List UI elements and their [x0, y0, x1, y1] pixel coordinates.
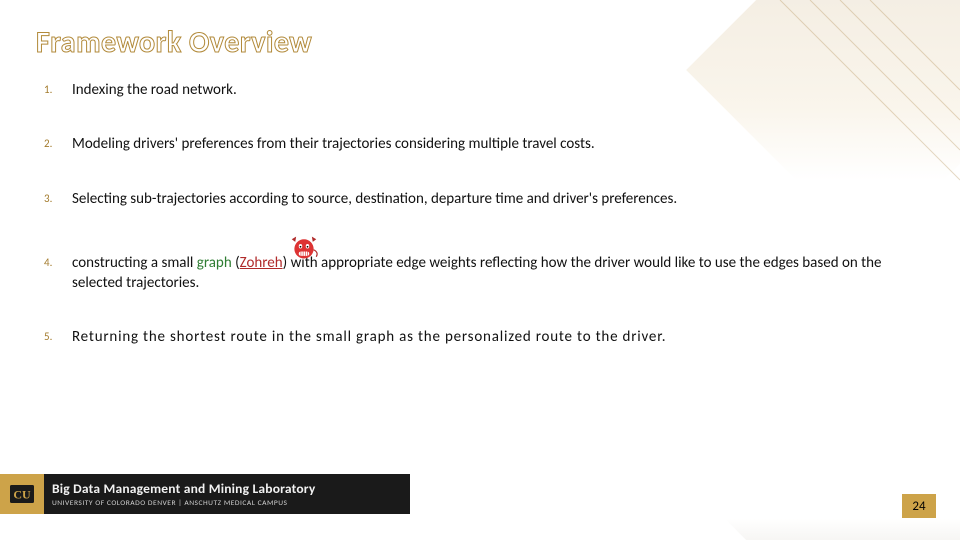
list-item: 3. Selecting sub-trajectories according …	[44, 189, 894, 209]
devil-face-icon	[290, 234, 318, 262]
svg-text:CU: CU	[13, 488, 31, 502]
keyword-zohreh: Zohreh	[240, 254, 283, 272]
footer-bar: CU Big Data Management and Mining Labora…	[0, 474, 410, 514]
list-item: 1. Indexing the road network.	[44, 80, 894, 100]
footer-text-block: Big Data Management and Mining Laborator…	[52, 480, 315, 508]
list-item: 5. Returning the shortest route in the s…	[44, 327, 894, 347]
cu-logo-icon: CU	[0, 474, 44, 514]
list-number: 2.	[44, 134, 72, 150]
list-text: Returning the shortest route in the smal…	[72, 327, 894, 347]
slide-title: Framework Overview	[36, 24, 312, 61]
list-item: 4. constructing a small graph (Zohreh) w…	[44, 253, 894, 294]
numbered-list: 1. Indexing the road network. 2. Modelin…	[44, 80, 894, 382]
slide: Framework Overview 1. Indexing the road …	[0, 0, 960, 540]
list-text: constructing a small graph (Zohreh) with…	[72, 253, 894, 294]
list-number: 1.	[44, 80, 72, 96]
list-item: 2. Modeling drivers' preferences from th…	[44, 134, 894, 154]
list-number: 5.	[44, 327, 72, 343]
lab-name: Big Data Management and Mining Laborator…	[52, 480, 315, 497]
list-number: 3.	[44, 189, 72, 205]
university-name: UNIVERSITY OF COLORADO DENVER | ANSCHUTZ…	[52, 499, 315, 508]
text-fragment: constructing a small	[72, 254, 197, 272]
list-text: Selecting sub-trajectories according to …	[72, 189, 894, 209]
list-text: Indexing the road network.	[72, 80, 894, 100]
list-text: Modeling drivers' preferences from their…	[72, 134, 894, 154]
page-number: 24	[902, 494, 936, 518]
list-number: 4.	[44, 253, 72, 269]
keyword-graph: graph	[197, 254, 232, 272]
text-fragment: (	[232, 254, 240, 272]
